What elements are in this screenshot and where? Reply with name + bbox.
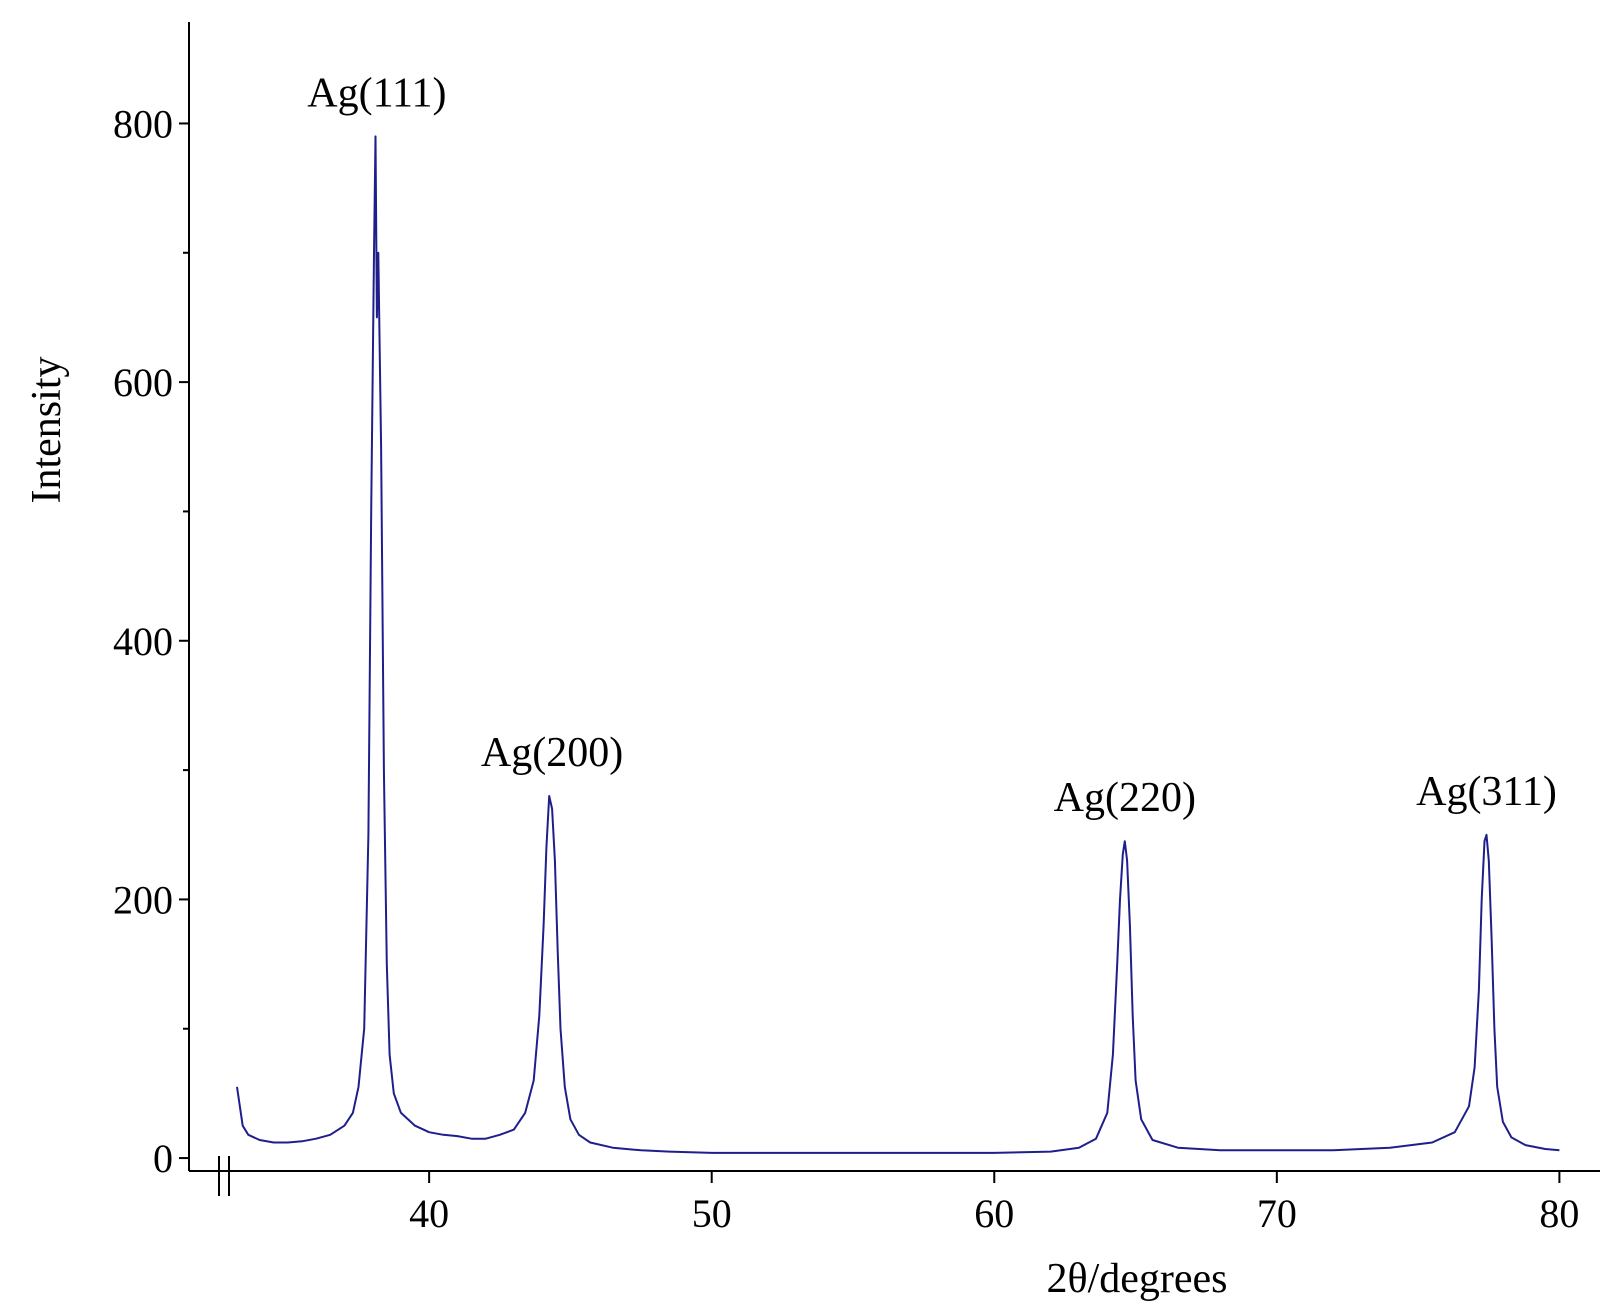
peak-label: Ag(200) xyxy=(481,730,623,776)
x-ticks: 40 50 60 70 80 xyxy=(409,1171,1579,1236)
y-tick-label: 600 xyxy=(113,360,173,405)
peak-label: Ag(220) xyxy=(1054,775,1196,821)
peak-label: Ag(311) xyxy=(1416,769,1557,815)
x-tick-label: 40 xyxy=(409,1191,449,1236)
peak-label: Ag(111) xyxy=(307,70,446,116)
annotation-layer: Ag(111) Ag(200) Ag(220) Ag(311) xyxy=(307,70,1557,821)
y-tick-label: 200 xyxy=(113,877,173,922)
series-line-xrd xyxy=(236,135,1560,1154)
x-tick-label: 60 xyxy=(974,1191,1014,1236)
x-tick-label: 80 xyxy=(1539,1191,1579,1236)
y-tick-label: 0 xyxy=(153,1136,173,1181)
y-tick-label: 800 xyxy=(113,101,173,146)
y-axis-title: Intensity xyxy=(24,357,70,504)
x-tick-label: 70 xyxy=(1257,1191,1297,1236)
y-tick-label: 400 xyxy=(113,619,173,664)
x-axis-title: 2θ/degrees xyxy=(1046,1256,1227,1302)
axes xyxy=(188,22,1600,1196)
y-ticks: 0 200 400 600 800 xyxy=(113,101,189,1181)
series-layer xyxy=(236,135,1560,1154)
x-tick-label: 50 xyxy=(692,1191,732,1236)
